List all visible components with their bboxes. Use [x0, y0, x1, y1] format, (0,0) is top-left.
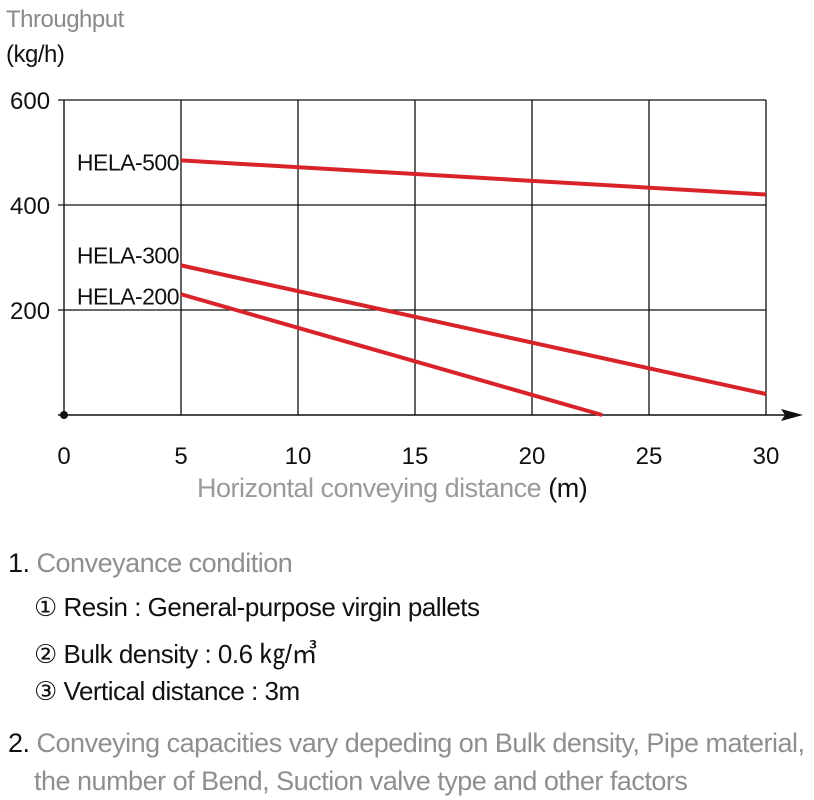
x-axis-title: Horizontal conveying distance: [197, 473, 542, 503]
note-2-line-2: the number of Bend, Suction valve type a…: [34, 766, 688, 796]
y-tick-label-200: 200: [10, 298, 50, 325]
note-2-line-1: Conveying capacities vary depeding on Bu…: [36, 728, 805, 758]
y-tick-label-400: 400: [10, 193, 50, 220]
series-line-hela-500: [180, 158, 767, 197]
note-1-text: Conveyance condition: [36, 548, 293, 578]
x-tick-label-10: 10: [285, 443, 312, 470]
x-tick-label-30: 30: [753, 443, 780, 470]
y-axis-title: Throughput: [6, 6, 124, 33]
chart-axes: [58, 100, 803, 421]
series-line-hela-200: [180, 292, 603, 417]
note-1-item-2: ② Bulk density : 0.6 ㎏/㎥: [34, 639, 317, 669]
y-tick-label-600: 600: [10, 88, 50, 115]
x-tick-label-15: 15: [402, 443, 429, 470]
origin-dot: [60, 411, 68, 419]
x-tick-label-5: 5: [174, 443, 187, 470]
chart-ticks: 0 5 10 15 20 25 30 200 400 600: [10, 88, 779, 470]
note-1-item-1: ① Resin : General-purpose virgin pallets: [34, 592, 480, 622]
x-axis-title-wrap: Horizontal conveying distance (m): [197, 473, 588, 504]
x-axis-unit: (m): [548, 473, 588, 503]
chart-series-labels: HELA-500 HELA-300 HELA-200: [77, 149, 180, 309]
note-1-item-3: ③ Vertical distance : 3m: [34, 676, 300, 706]
x-tick-label-25: 25: [636, 443, 663, 470]
series-label-hela-200: HELA-200: [77, 283, 179, 309]
y-axis-unit: (kg/h): [6, 41, 65, 68]
series-label-hela-300: HELA-300: [77, 242, 179, 268]
series-line-hela-300: [180, 263, 767, 396]
x-axis-arrow: [781, 409, 803, 421]
chart-grid: [58, 99, 767, 415]
note-2-heading: 2. Conveying capacities vary depeding on…: [8, 728, 805, 759]
chart-series: [180, 158, 767, 417]
note-1-heading: 1. Conveyance condition: [8, 548, 293, 579]
series-label-hela-500: HELA-500: [77, 149, 179, 175]
note-2-number: 2.: [8, 728, 30, 758]
x-tick-label-0: 0: [57, 443, 70, 470]
x-tick-label-20: 20: [519, 443, 546, 470]
note-1-number: 1.: [8, 548, 30, 578]
